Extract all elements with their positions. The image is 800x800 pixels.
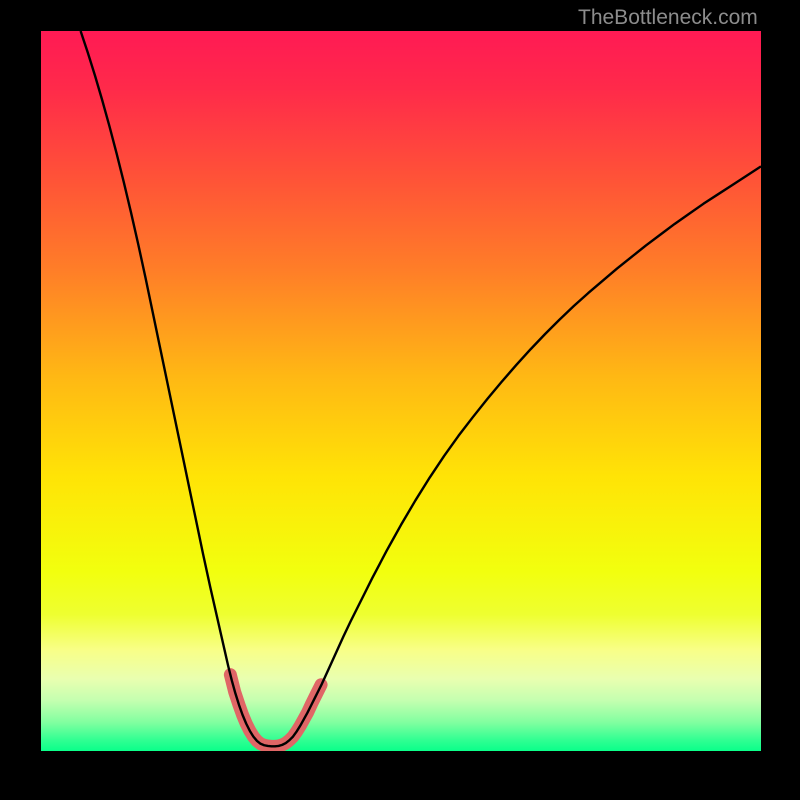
chart-svg [41,31,761,751]
gradient-background [41,31,761,751]
chart-plot-area [41,31,761,751]
watermark-text: TheBottleneck.com [578,6,758,30]
